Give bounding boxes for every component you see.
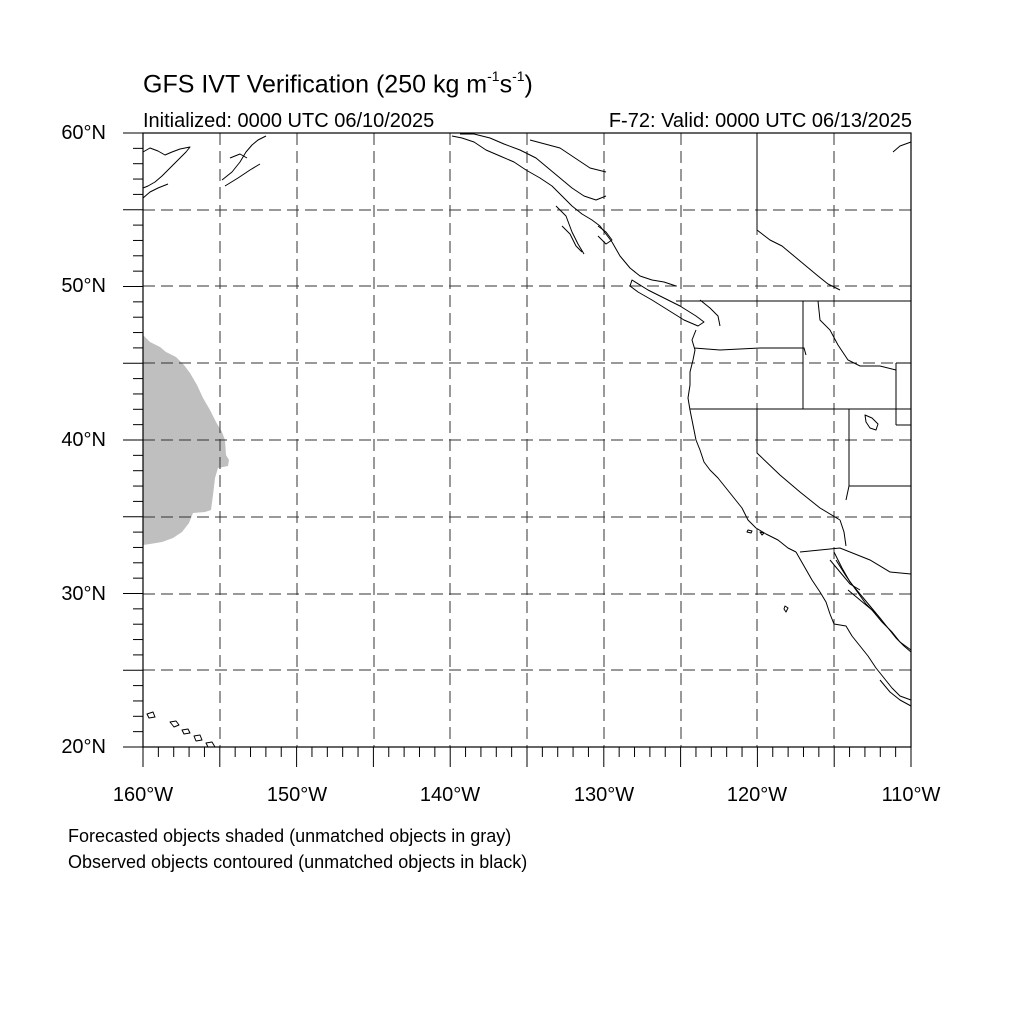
lat-label-60: 60°N: [61, 122, 106, 144]
gridlines: [143, 133, 911, 747]
legend-forecast-note: Forecasted objects shaded (unmatched obj…: [68, 826, 512, 846]
lon-label-110w: 110°W: [881, 784, 941, 806]
lon-label-160w: 160°W: [112, 784, 174, 806]
coastlines: [142, 133, 912, 748]
lon-label-120w: 120°W: [726, 784, 788, 806]
lat-label-40: 40°N: [61, 429, 106, 451]
political-borders: [676, 133, 912, 591]
tick-marks: [123, 132, 912, 767]
lon-label-130w: 130°W: [573, 784, 635, 806]
lon-label-140w: 140°W: [419, 784, 481, 806]
lon-label-150w: 150°W: [266, 784, 328, 806]
lat-label-50: 50°N: [61, 275, 106, 297]
chart-title: GFS IVT Verification (250 kg m-1s-1): [143, 68, 533, 99]
initialized-label: Initialized: 0000 UTC 06/10/2025: [143, 110, 435, 132]
valid-time-label: F-72: Valid: 0000 UTC 06/13/2025: [608, 110, 912, 132]
legend-observed-note: Observed objects contoured (unmatched ob…: [68, 852, 528, 872]
lat-label-20: 20°N: [61, 736, 106, 758]
lat-label-30: 30°N: [61, 583, 106, 605]
